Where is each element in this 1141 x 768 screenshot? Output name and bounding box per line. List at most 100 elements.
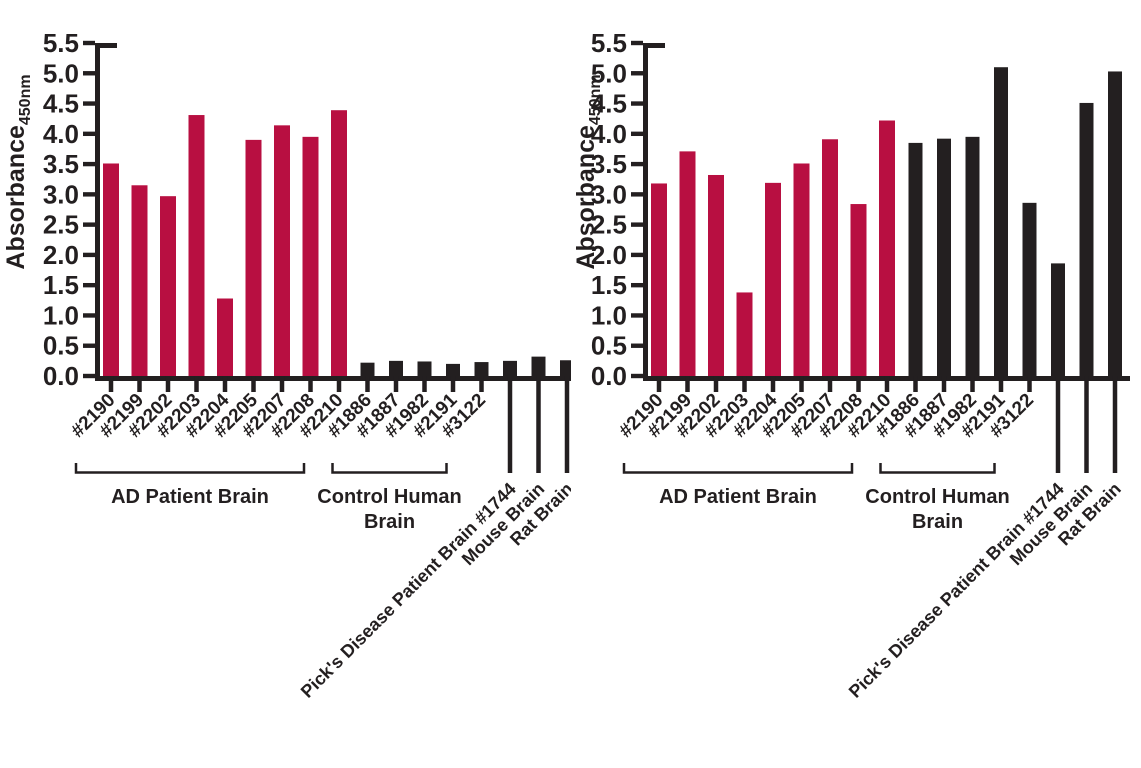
y-axis-title: Absorbance450nm xyxy=(2,74,34,269)
bar-2208 xyxy=(850,204,867,376)
y-tick-label-0-5: 0.5 xyxy=(591,331,627,361)
y-tick-3-5 xyxy=(631,161,643,167)
y-tick-label-1-5: 1.5 xyxy=(43,270,79,300)
bar-1886 xyxy=(908,142,923,376)
bar-2191 xyxy=(446,363,460,376)
x-tick-2204 xyxy=(770,376,776,392)
group-label-ad-patient-brain-line-1: AD Patient Brain xyxy=(659,486,817,508)
y-tick-label-2-0: 2.0 xyxy=(43,240,79,270)
bar-2190 xyxy=(103,163,119,376)
x-tick-2203 xyxy=(742,376,747,392)
y-tick-label-3-5: 3.5 xyxy=(43,149,79,179)
x-tick-1886 xyxy=(913,376,918,392)
x-leader-line-pick-s-disease-patient-brain-1744 xyxy=(507,376,513,473)
x-tick-2202 xyxy=(713,376,719,392)
bar-2204 xyxy=(217,298,233,376)
bar-mouse-brain xyxy=(531,356,546,376)
x-leader-line-pick-s-disease-patient-brain-1744 xyxy=(1055,376,1061,473)
group-label-control-human-brain-line-1: Control Human xyxy=(865,486,1009,508)
y-tick-label-5-0: 5.0 xyxy=(591,58,627,88)
group-label-control-human-brain-line-2: Brain xyxy=(912,511,963,533)
bar-rat-brain xyxy=(560,360,571,376)
y-axis-top-cap xyxy=(643,43,665,48)
y-tick-label-5-5: 5.5 xyxy=(591,28,627,58)
x-tick-2191 xyxy=(998,376,1004,392)
y-axis-line xyxy=(95,43,100,381)
bar-2190 xyxy=(651,183,667,376)
x-tick-2210 xyxy=(884,376,890,392)
y-tick-label-4-0: 4.0 xyxy=(591,119,627,149)
y-tick-label-0-5: 0.5 xyxy=(43,331,79,361)
y-tick-label-4-0: 4.0 xyxy=(43,119,79,149)
bar-2208 xyxy=(302,136,319,376)
y-tick-label-0-0: 0.0 xyxy=(591,361,627,391)
y-tick-2-5 xyxy=(631,222,643,227)
y-tick-1-5 xyxy=(83,282,95,288)
y-tick-5-0 xyxy=(631,71,643,76)
bar-3122 xyxy=(1022,202,1037,376)
y-tick-0-0 xyxy=(83,373,95,379)
bar-pick-s-disease-patient-brain-1744 xyxy=(503,360,517,376)
y-tick-label-5-0: 5.0 xyxy=(43,58,79,88)
y-tick-label-1-0: 1.0 xyxy=(43,300,79,330)
y-tick-4-5 xyxy=(83,101,95,106)
bar-1982 xyxy=(417,361,432,376)
bar-2210 xyxy=(331,110,347,377)
y-tick-label-1-0: 1.0 xyxy=(591,300,627,330)
bar-2202 xyxy=(708,174,724,376)
x-tick-2199 xyxy=(685,376,690,392)
bar-rat-brain xyxy=(1108,71,1122,376)
y-tick-5-5 xyxy=(83,40,95,46)
y-tick-5-5 xyxy=(631,40,643,46)
y-tick-1-5 xyxy=(631,282,643,288)
y-tick-4-5 xyxy=(631,101,643,106)
y-axis-line xyxy=(643,43,648,381)
y-tick-1-0 xyxy=(83,313,95,318)
chart-right: 0.00.51.01.52.02.53.03.54.04.55.05.5 Abso… xyxy=(572,28,1130,702)
y-tick-1-0 xyxy=(631,313,643,318)
group-bracket-ad-patient-brain xyxy=(622,463,854,474)
y-tick-0-5 xyxy=(631,343,643,348)
y-tick-5-0 xyxy=(83,71,95,76)
group-bracket-ad-patient-brain xyxy=(74,463,306,474)
x-tick-1887 xyxy=(941,376,947,392)
x-tick-2204 xyxy=(222,376,228,392)
y-tick-2-0 xyxy=(83,252,95,258)
y-tick-0-0 xyxy=(631,373,643,379)
y-tick-4-0 xyxy=(83,131,95,137)
x-tick-2190 xyxy=(108,376,114,392)
y-tick-label-2-5: 2.5 xyxy=(591,210,627,240)
bar-2207 xyxy=(274,125,290,376)
x-tick-2208 xyxy=(308,376,313,392)
x-tick-1982 xyxy=(422,376,427,392)
y-tick-label-5-5: 5.5 xyxy=(43,28,79,58)
bar-2199 xyxy=(131,185,148,376)
x-tick-3122 xyxy=(479,376,484,392)
x-tick-2208 xyxy=(856,376,861,392)
bar-2202 xyxy=(160,196,176,376)
y-tick-4-0 xyxy=(631,131,643,137)
y-tick-label-2-0: 2.0 xyxy=(591,240,627,270)
x-tick-2207 xyxy=(279,376,285,392)
x-axis-line xyxy=(95,376,571,381)
x-tick-1982 xyxy=(970,376,975,392)
x-leader-line-mouse-brain xyxy=(536,376,541,473)
y-tick-0-5 xyxy=(83,343,95,348)
bar-2203 xyxy=(736,292,753,376)
x-tick-3122 xyxy=(1027,376,1032,392)
x-leader-line-rat-brain xyxy=(564,376,570,473)
group-label-ad-patient-brain-line-1: AD Patient Brain xyxy=(111,486,269,508)
bar-1886 xyxy=(360,362,375,376)
bar-2205 xyxy=(793,163,810,376)
bar-pick-s-disease-patient-brain-1744 xyxy=(1051,263,1065,376)
y-tick-label-3-0: 3.0 xyxy=(591,179,627,209)
y-axis-title: Absorbance450nm xyxy=(572,74,604,269)
bar-2203 xyxy=(188,115,205,377)
bar-2191 xyxy=(994,67,1008,376)
bar-2199 xyxy=(679,151,696,376)
y-tick-3-0 xyxy=(631,192,643,197)
x-tick-2205 xyxy=(799,376,804,392)
y-tick-label-3-5: 3.5 xyxy=(591,149,627,179)
y-tick-2-0 xyxy=(631,252,643,258)
